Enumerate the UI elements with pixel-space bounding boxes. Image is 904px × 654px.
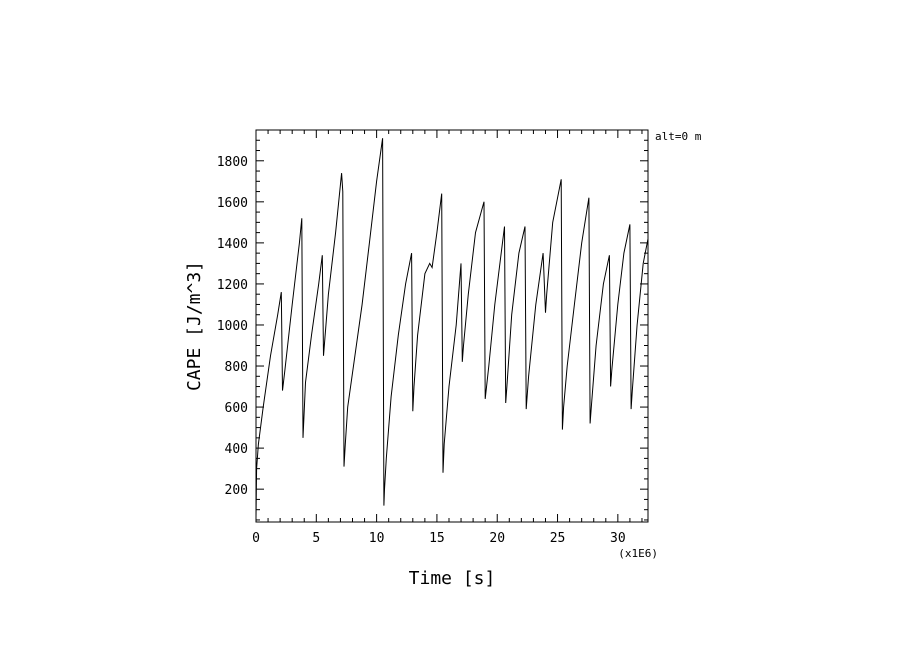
y-tick-label: 1400 (217, 237, 248, 252)
y-axis-ticks: 200 400 600 800 1000 1200 1400 1600 1800 (217, 139, 648, 521)
y-axis-title: CAPE [J/m^3] (184, 261, 205, 391)
x-tick-label: 5 (312, 531, 320, 546)
y-tick-label: 1800 (217, 155, 248, 170)
x-axis-title: Time [s] (409, 568, 496, 589)
x-axis-ticks: 0 5 10 15 20 25 30 (252, 130, 643, 546)
x-tick-label: 25 (550, 531, 566, 546)
x-tick-label: 10 (369, 531, 385, 546)
x-tick-label: 0 (252, 531, 260, 546)
y-tick-label: 600 (225, 401, 248, 416)
y-tick-label: 1600 (217, 196, 248, 211)
y-tick-label: 400 (225, 442, 248, 457)
x-axis-multiplier-label: (x1E6) (618, 547, 658, 560)
y-tick-label: 800 (225, 360, 248, 375)
altitude-annotation: alt=0 m (655, 130, 702, 143)
x-tick-label: 20 (489, 531, 505, 546)
y-tick-label: 1200 (217, 278, 248, 293)
x-tick-label: 30 (610, 531, 626, 546)
plot-frame (255, 129, 649, 523)
x-tick-label: 15 (429, 531, 445, 546)
cape-series-line (255, 138, 649, 518)
y-tick-label: 200 (225, 483, 248, 498)
y-tick-label: 1000 (217, 319, 248, 334)
